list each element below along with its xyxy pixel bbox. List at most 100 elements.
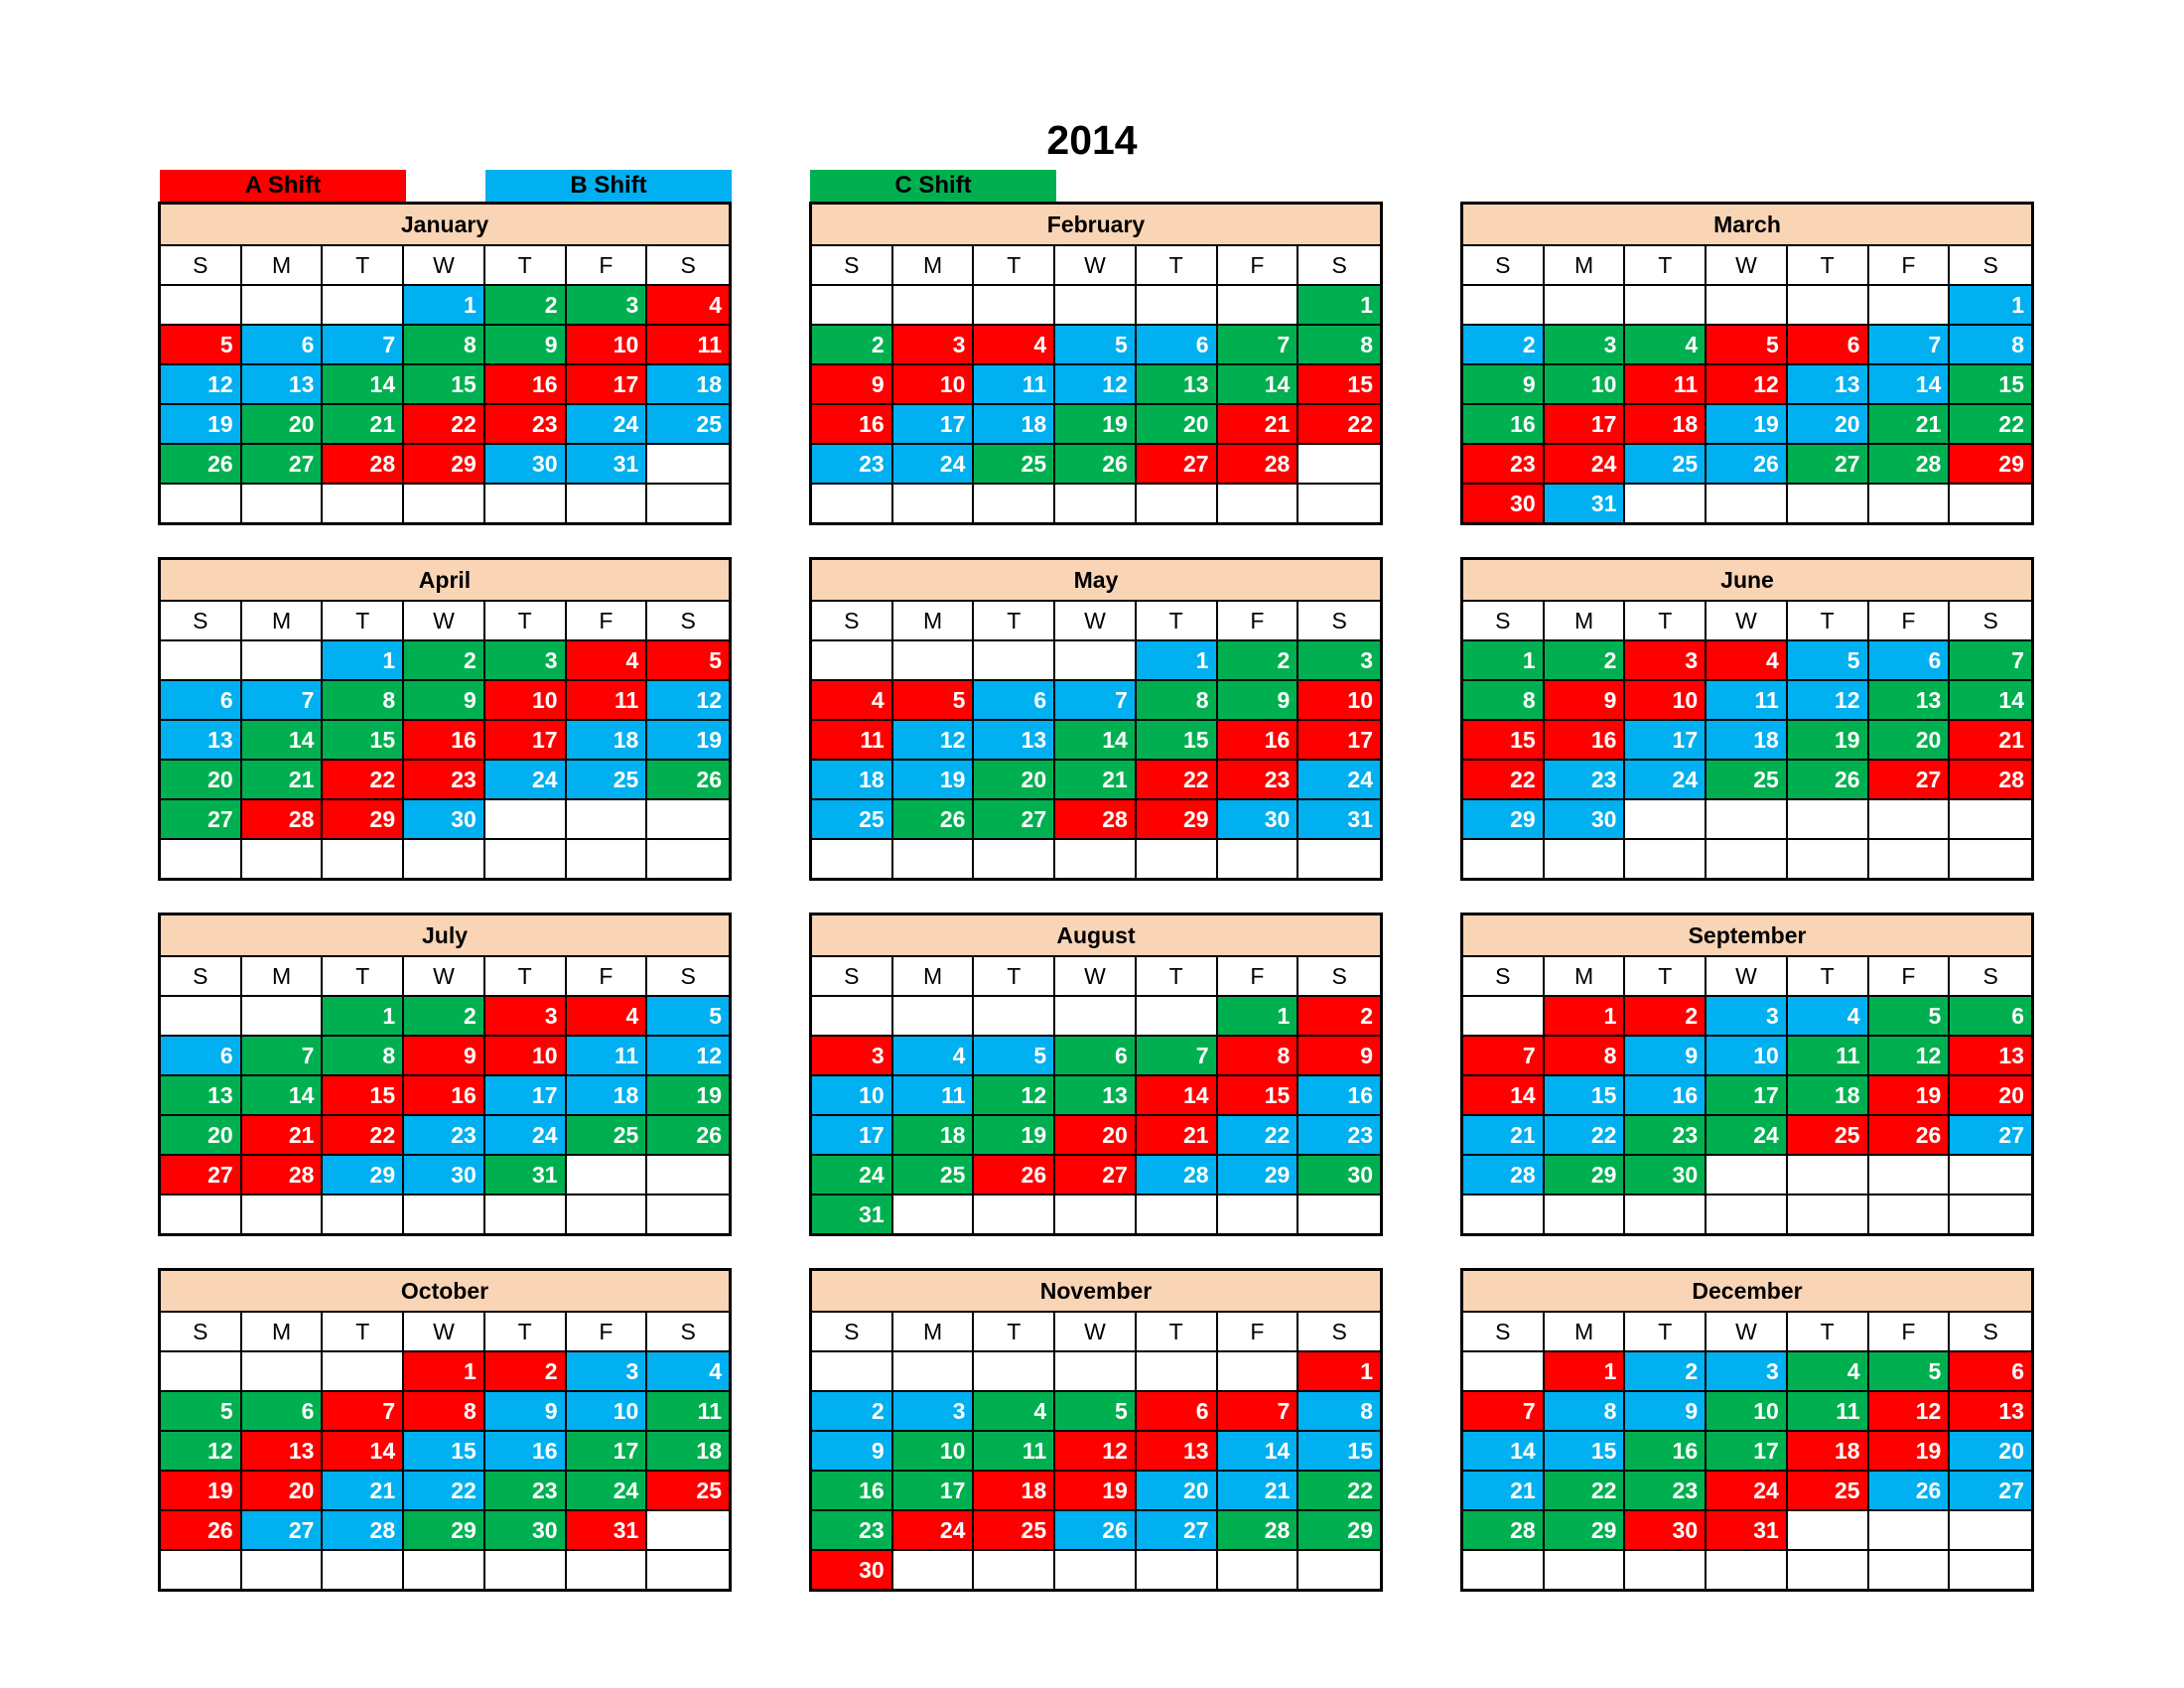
day-cell-shift-c: 1 [1298, 286, 1380, 326]
weekday-header: T [974, 1313, 1056, 1352]
day-cell-shift-c: 31 [812, 1196, 893, 1233]
day-cell-shift-a: 7 [1463, 1392, 1545, 1432]
day-cell-shift-c: 23 [812, 1511, 893, 1551]
day-cell-shift-b: 22 [1544, 1116, 1626, 1156]
day-cell-shift-a: 21 [1217, 405, 1299, 445]
weekday-header: F [1868, 602, 1951, 641]
day-cell-shift-a: 3 [1625, 641, 1707, 681]
month-january: January S M T W T F S 1 2 3 4 5 6 7 8 9 10 11 12 13 14 15 16 17 1… [158, 202, 732, 525]
day-cell-shift-b: 30 [404, 800, 485, 840]
empty-day-cell [1136, 840, 1218, 878]
empty-day-cell [1136, 997, 1218, 1037]
day-cell-shift-c: 12 [974, 1076, 1056, 1116]
day-cell-shift-a: 26 [1868, 1116, 1951, 1156]
empty-day-cell [1217, 286, 1299, 326]
empty-day-cell [484, 840, 567, 878]
day-cell-shift-c: 2 [404, 997, 485, 1037]
day-cell-shift-b: 6 [1868, 641, 1951, 681]
weekday-header: F [1217, 602, 1299, 641]
day-cell-shift-c: 23 [1625, 1472, 1707, 1511]
weekday-header: W [1706, 246, 1788, 286]
day-cell-shift-c: 3 [566, 286, 648, 326]
empty-day-cell [323, 1352, 405, 1392]
day-cell-shift-c: 28 [1868, 445, 1951, 485]
day-cell-shift-c: 19 [1055, 405, 1137, 445]
weekday-header: W [404, 602, 485, 641]
empty-day-cell [1298, 1551, 1380, 1589]
day-cell-shift-b: 27 [241, 1511, 324, 1551]
empty-day-cell [1055, 485, 1137, 522]
day-cell-shift-a: 17 [484, 721, 567, 761]
month-august: August S M T W T F S 1 2 3 4 5 6 7 8 9 10 11 12 13 14 15 16 17 18… [809, 913, 1383, 1236]
day-cell-shift-b: 16 [1298, 1076, 1380, 1116]
day-cell-shift-b: 6 [161, 681, 242, 721]
day-cell-shift-c: 3 [484, 641, 567, 681]
day-cell-shift-c: 25 [892, 1156, 975, 1196]
day-cell-shift-b: 2 [812, 1392, 893, 1432]
day-cell-shift-a: 6 [1950, 1352, 2031, 1392]
day-cell-shift-a: 31 [1706, 1511, 1788, 1551]
day-cell-shift-a: 11 [812, 721, 893, 761]
weekday-header: S [161, 1313, 242, 1352]
weekday-header: W [1055, 1313, 1137, 1352]
day-cell-shift-a: 2 [484, 1352, 567, 1392]
day-cell-shift-b: 11 [1706, 681, 1788, 721]
day-cell-shift-c: 27 [1787, 445, 1869, 485]
day-cell-shift-a: 21 [241, 1116, 324, 1156]
empty-day-cell [566, 485, 648, 522]
empty-day-cell [647, 800, 729, 840]
day-cell-shift-a: 29 [323, 800, 405, 840]
empty-day-cell [1625, 1196, 1707, 1233]
day-cell-shift-b: 14 [1463, 1432, 1545, 1472]
weekday-header: T [1625, 246, 1707, 286]
day-cell-shift-c: 20 [974, 761, 1056, 800]
day-cell-shift-c: 14 [1055, 721, 1137, 761]
weekday-header: F [1217, 957, 1299, 997]
day-cell-shift-b: 7 [1055, 681, 1137, 721]
empty-day-cell [1625, 1551, 1707, 1589]
day-cell-shift-b: 30 [1217, 800, 1299, 840]
day-cell-shift-c: 26 [647, 1116, 729, 1156]
day-cell-shift-b: 23 [1544, 761, 1626, 800]
legend-a-shift: A Shift [160, 170, 406, 202]
empty-day-cell [1950, 800, 2031, 840]
day-cell-shift-c: 15 [404, 365, 485, 405]
empty-day-cell [1868, 1156, 1951, 1196]
day-cell-shift-b: 28 [1463, 1156, 1545, 1196]
empty-day-cell [892, 1196, 975, 1233]
day-cell-shift-a: 16 [1544, 721, 1626, 761]
empty-day-cell [1868, 1511, 1951, 1551]
empty-day-cell [323, 1551, 405, 1589]
empty-day-cell [1950, 1156, 2031, 1196]
empty-day-cell [1217, 485, 1299, 522]
weekday-header: S [1463, 246, 1545, 286]
day-cell-shift-a: 10 [1625, 681, 1707, 721]
day-cell-shift-a: 22 [323, 1116, 405, 1156]
weekday-header: S [161, 246, 242, 286]
day-cell-shift-a: 29 [404, 445, 485, 485]
empty-day-cell [241, 641, 324, 681]
day-cell-shift-b: 16 [484, 1432, 567, 1472]
day-cell-shift-c: 2 [484, 286, 567, 326]
empty-day-cell [404, 1196, 485, 1233]
empty-day-cell [1544, 1196, 1626, 1233]
day-cell-shift-a: 22 [1136, 761, 1218, 800]
empty-day-cell [1868, 840, 1951, 878]
day-cell-shift-b: 31 [1544, 485, 1626, 522]
day-cell-shift-b: 19 [647, 721, 729, 761]
day-cell-shift-c: 20 [1868, 721, 1951, 761]
day-cell-shift-b: 1 [1136, 641, 1218, 681]
day-cell-shift-a: 2 [1298, 997, 1380, 1037]
day-cell-shift-a: 29 [1136, 800, 1218, 840]
empty-day-cell [1217, 840, 1299, 878]
day-cell-shift-b: 21 [1463, 1116, 1545, 1156]
day-cell-shift-c: 2 [404, 641, 485, 681]
weekday-header: S [647, 602, 729, 641]
empty-day-cell [1706, 840, 1788, 878]
day-cell-shift-a: 25 [974, 1511, 1056, 1551]
empty-day-cell [404, 485, 485, 522]
month-march: March S M T W T F S 1 2 3 4 5 6 7 8 9 10 11 12 13 14 15 16 17 18 1… [1460, 202, 2034, 525]
day-cell-shift-c: 27 [241, 445, 324, 485]
day-cell-shift-b: 4 [1787, 997, 1869, 1037]
day-cell-shift-a: 27 [1868, 761, 1951, 800]
